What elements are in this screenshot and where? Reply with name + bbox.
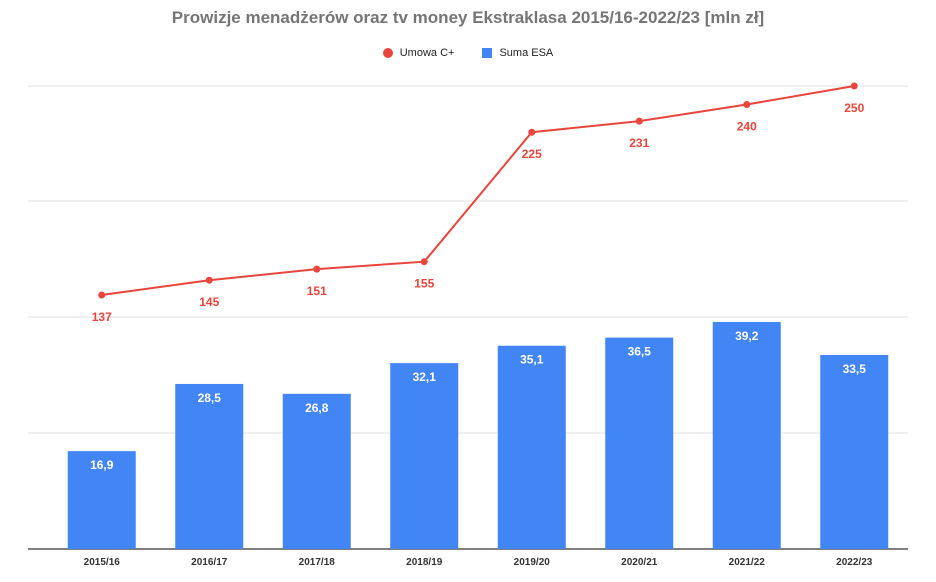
x-tick-label: 2017/18: [299, 557, 336, 568]
chart-title: Prowizje menadżerów oraz tv money Ekstra…: [171, 8, 765, 27]
bar-label: 26,8: [305, 401, 329, 415]
line-point: [205, 276, 213, 284]
legend-label-esa: Suma ESA: [499, 47, 554, 59]
bars-layer: 16,9 28,5 26,8 32,1 35,1 36,5 39,2 33,5: [67, 322, 889, 549]
legend-swatch-esa: [482, 48, 493, 58]
line-label: 225: [522, 147, 542, 161]
bar-label: 35,1: [520, 353, 544, 367]
line-label: 155: [414, 277, 434, 291]
bar-label: 16,9: [90, 458, 114, 472]
x-axis: 2015/16 2016/17 2017/18 2018/19 2019/20 2020/…: [84, 557, 873, 568]
bar-2015/16: [67, 451, 136, 549]
line-point: [743, 100, 751, 108]
bar-2019/20: [497, 345, 566, 549]
x-tick-label: 2016/17: [191, 557, 228, 568]
bar-label: 32,1: [413, 370, 437, 384]
line-point: [635, 117, 643, 125]
bar-2022/23: [820, 355, 889, 549]
line-label: 145: [199, 295, 219, 309]
line-label: 250: [844, 101, 864, 115]
x-tick-label: 2015/16: [84, 557, 121, 568]
bar-2016/17: [175, 383, 244, 549]
legend-label-umowa: Umowa C+: [399, 47, 455, 59]
legend-item-esa: Suma ESA: [482, 47, 553, 59]
x-tick-label: 2022/23: [836, 557, 873, 568]
bar-label: 33,5: [843, 362, 867, 376]
x-tick-label: 2020/21: [621, 557, 658, 568]
line-point: [528, 128, 536, 136]
legend: Umowa C+ Suma ESA: [0, 47, 936, 59]
bar-2020/21: [605, 337, 674, 549]
line-point: [850, 82, 858, 90]
bar-label: 39,2: [735, 329, 759, 343]
bar-label: 28,5: [198, 391, 222, 405]
line-label: 151: [307, 284, 327, 298]
bar-2017/18: [282, 393, 351, 549]
bar-2018/19: [390, 363, 459, 549]
gridlines: [28, 85, 908, 550]
legend-item-umowa: Umowa C+: [382, 47, 455, 59]
x-tick-label: 2018/19: [406, 557, 443, 568]
line-layer: 137 145 151 155 225 231 240 250: [92, 82, 865, 324]
bar-label: 36,5: [628, 345, 652, 359]
legend-swatch-umowa: [382, 48, 393, 58]
line-label: 231: [629, 136, 649, 150]
line-umowa: [101, 85, 855, 296]
line-point: [420, 258, 428, 266]
line-point: [313, 265, 321, 273]
bar-2021/22: [712, 322, 781, 549]
x-tick-label: 2021/22: [729, 557, 766, 568]
line-point: [98, 291, 106, 299]
line-label: 240: [737, 119, 757, 133]
line-label: 137: [92, 310, 112, 324]
x-tick-label: 2019/20: [514, 557, 551, 568]
